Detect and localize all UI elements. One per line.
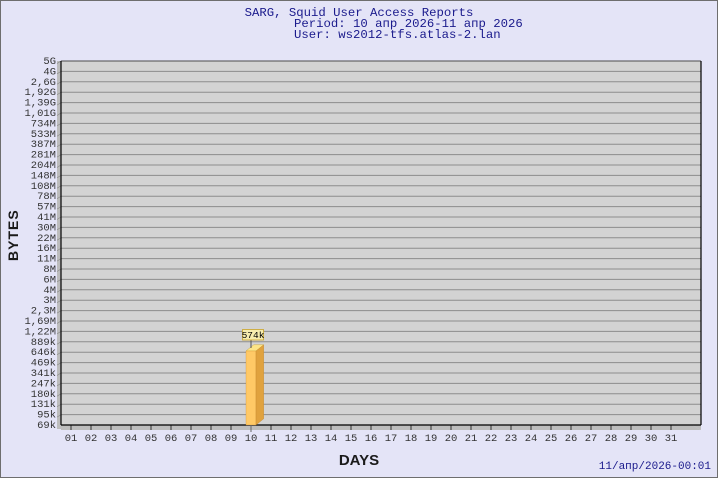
svg-text:23: 23 (505, 433, 518, 445)
svg-text:17: 17 (385, 433, 398, 445)
svg-text:03: 03 (105, 433, 118, 445)
svg-text:574k: 574k (242, 330, 265, 341)
svg-text:14: 14 (325, 433, 338, 445)
svg-text:69k: 69k (37, 420, 56, 432)
svg-text:08: 08 (205, 433, 218, 445)
svg-text:16: 16 (365, 433, 378, 445)
svg-text:27: 27 (585, 433, 598, 445)
svg-text:28: 28 (605, 433, 618, 445)
svg-text:07: 07 (185, 433, 198, 445)
svg-text:13: 13 (305, 433, 318, 445)
svg-text:09: 09 (225, 433, 238, 445)
svg-text:29: 29 (625, 433, 638, 445)
svg-text:05: 05 (145, 433, 158, 445)
svg-text:31: 31 (665, 433, 678, 445)
svg-text:02: 02 (85, 433, 98, 445)
svg-text:15: 15 (345, 433, 358, 445)
svg-text:22: 22 (485, 433, 498, 445)
svg-text:10: 10 (245, 433, 258, 445)
svg-text:26: 26 (565, 433, 578, 445)
svg-text:18: 18 (405, 433, 418, 445)
svg-text:19: 19 (425, 433, 438, 445)
svg-text:24: 24 (525, 433, 538, 445)
svg-text:25: 25 (545, 433, 558, 445)
svg-text:06: 06 (165, 433, 178, 445)
svg-text:04: 04 (125, 433, 138, 445)
svg-text:20: 20 (445, 433, 458, 445)
svg-text:30: 30 (645, 433, 658, 445)
svg-text:01: 01 (65, 433, 78, 445)
svg-text:11: 11 (265, 433, 278, 445)
svg-text:21: 21 (465, 433, 478, 445)
svg-text:12: 12 (285, 433, 298, 445)
